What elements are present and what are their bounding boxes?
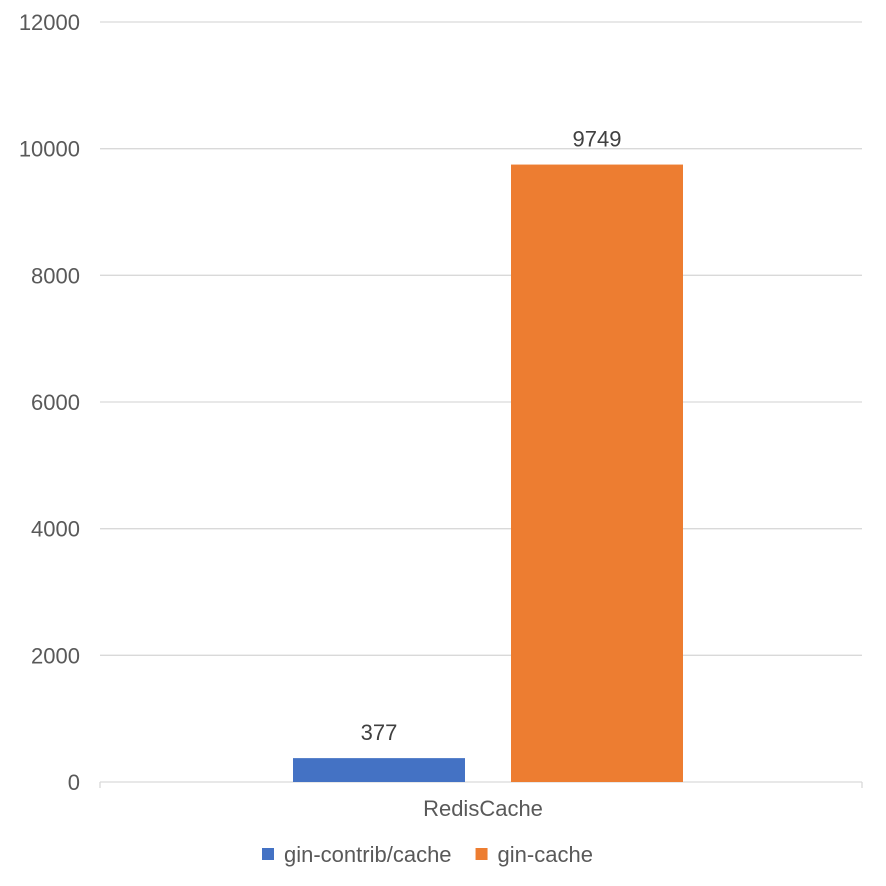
- y-tick-label: 0: [68, 770, 80, 795]
- x-axis: [99, 781, 863, 788]
- y-tick-label: 8000: [31, 263, 80, 288]
- category-labels: RedisCache: [423, 796, 543, 821]
- legend-item: gin-contrib/cache: [262, 842, 452, 867]
- y-tick-label: 12000: [19, 10, 80, 35]
- y-axis-tick-labels: 0 2000 4000 6000 8000 10000 12000: [19, 10, 80, 795]
- data-label: 9749: [573, 127, 622, 152]
- data-labels: 377 9749: [361, 127, 622, 746]
- legend-swatch: [475, 848, 488, 860]
- x-category-label: RedisCache: [423, 796, 543, 821]
- y-tick-label: 10000: [19, 137, 80, 162]
- y-tick-label: 4000: [31, 517, 80, 542]
- y-tick-label: 2000: [31, 643, 80, 668]
- legend: gin-contrib/cache gin-cache: [262, 842, 593, 867]
- legend-swatch: [262, 848, 274, 860]
- y-tick-label: 6000: [31, 390, 80, 415]
- legend-label: gin-contrib/cache: [284, 842, 452, 867]
- bar-gin-cache: [511, 164, 683, 782]
- data-label: 377: [361, 720, 398, 745]
- bars: [293, 164, 683, 782]
- legend-label: gin-cache: [498, 842, 593, 867]
- gridlines: [100, 21, 862, 656]
- bar-gin-contrib-cache: [293, 758, 465, 782]
- legend-item: gin-cache: [475, 842, 593, 867]
